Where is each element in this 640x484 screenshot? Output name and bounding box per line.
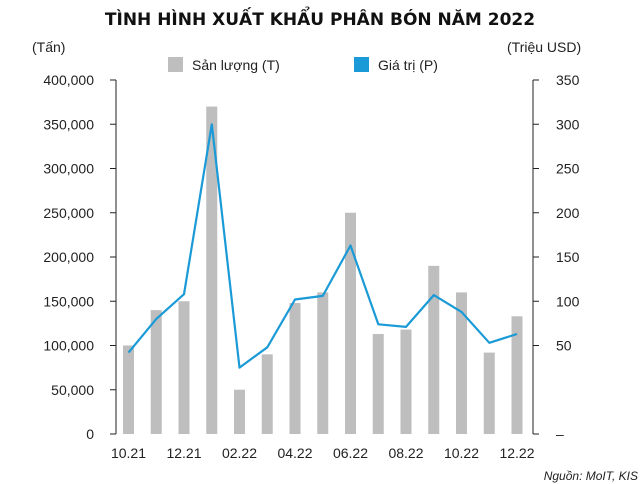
bar-12.21 [178,301,190,434]
legend-label-value: Giá trị (P) [378,57,438,73]
bar-series [123,106,523,435]
right-tick-label: 200 [556,205,580,221]
bar-01.22 [206,106,218,435]
x-tick-label: 08.22 [388,445,423,461]
left-tick-label: 300,000 [43,161,94,177]
right-axis-unit: (Triệu USD) [507,39,581,55]
x-tick-label: 06.22 [333,445,368,461]
right-tick-label: 50 [556,338,572,354]
left-tick-label: 400,000 [43,72,94,88]
bar-11.21 [150,310,162,434]
bar-04.22 [289,303,301,434]
bar-08.22 [400,329,412,434]
left-tick-label: 0 [86,426,94,442]
chart-title: TÌNH HÌNH XUẤT KHẨU PHÂN BÓN NĂM 2022 [105,5,535,30]
bar-02.22 [234,389,245,434]
x-tick-label: 10.22 [444,445,479,461]
right-tick-label: 300 [556,116,580,132]
bar-06.22 [345,212,356,434]
x-tick-label: 04.22 [277,445,312,461]
left-tick-label: 50,000 [51,382,94,398]
bar-09.22 [428,265,440,434]
bar-10.22 [456,292,467,434]
left-tick-label: 200,000 [43,249,94,265]
legend-swatch-value [354,57,369,72]
bar-07.22 [372,333,384,434]
x-tick-label: 10.21 [111,445,146,461]
bar-11.22 [483,352,495,434]
x-tick-label: 02.22 [222,445,257,461]
right-tick-label: 150 [556,249,580,265]
left-axis-unit: (Tấn) [32,39,65,55]
bar-10.21 [123,345,134,434]
line-series [127,123,518,369]
left-tick-label: 100,000 [43,338,94,354]
x-tick-label: 12.21 [166,445,201,461]
source-note: Nguồn: MoIT, KIS [544,469,638,483]
right-axis-ticks: – 50 100 150 200 250 300 350 [533,72,580,442]
bar-12.22 [511,316,523,434]
legend: Sản lượng (T) Giá trị (P) [168,57,438,73]
x-tick-label: 12.22 [499,445,534,461]
x-axis-ticks: 10.21 12.21 02.22 04.22 06.22 08.22 10.22 12.22 [111,445,535,461]
legend-swatch-volume [168,57,183,72]
left-tick-label: 350,000 [43,116,94,132]
legend-label-volume: Sản lượng (T) [192,57,280,73]
left-tick-label: 150,000 [43,293,94,309]
left-tick-label: 250,000 [43,205,94,221]
bar-03.22 [261,354,273,434]
bar-05.22 [317,292,329,434]
right-tick-label: 350 [556,72,580,88]
right-tick-label: – [556,426,564,442]
right-tick-label: 100 [556,293,580,309]
right-tick-label: 250 [556,161,580,177]
left-axis-ticks: 0 50,000 100,000 150,000 200,000 250,000 300,0… [43,72,116,442]
